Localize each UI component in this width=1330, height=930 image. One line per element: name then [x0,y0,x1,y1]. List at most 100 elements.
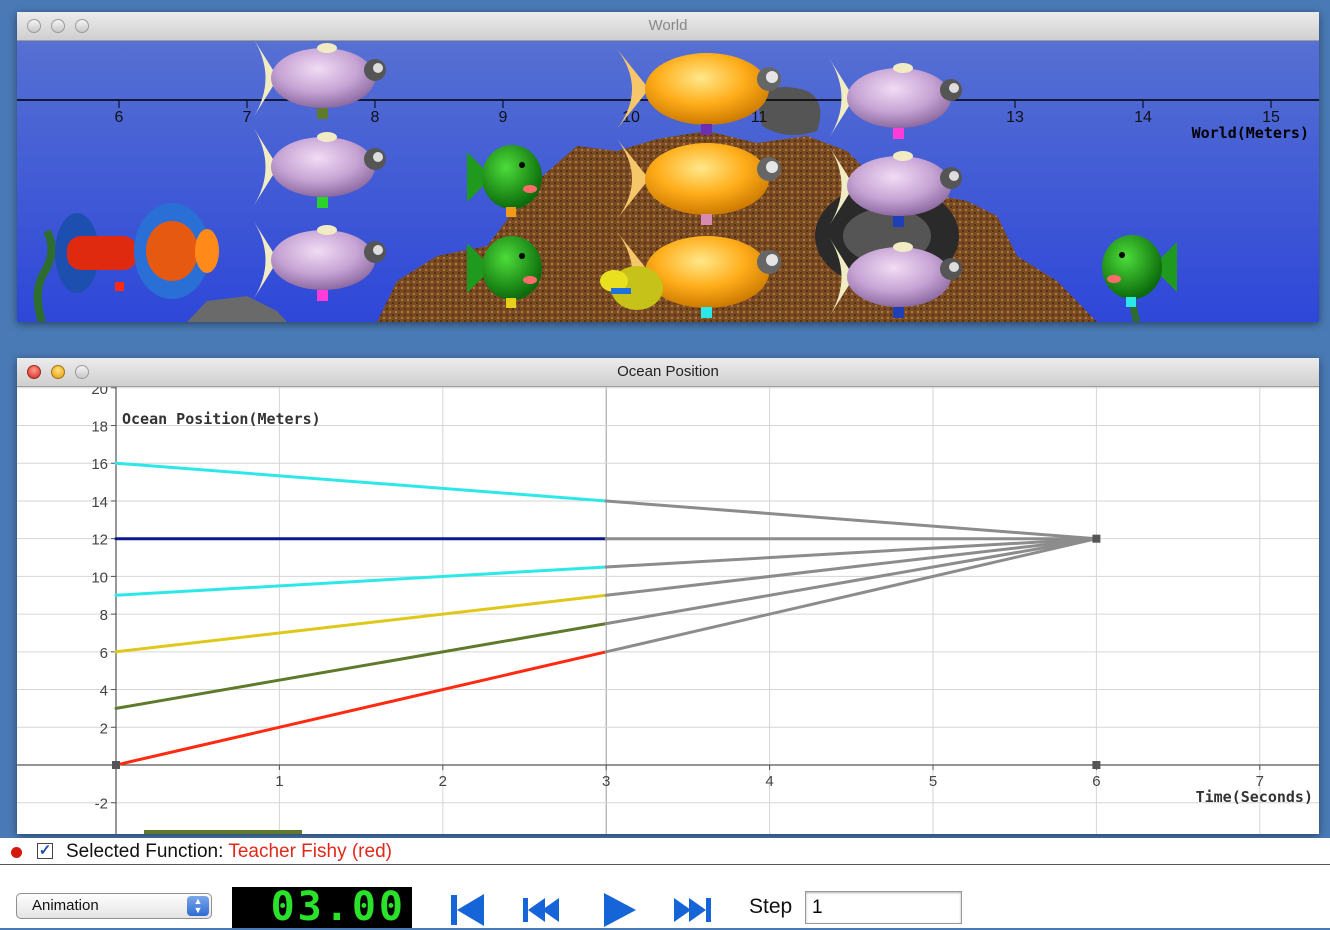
graph-markers [112,534,1101,769]
series-line [604,499,1098,541]
world-tick-label: 8 [371,109,380,126]
selected-function-checkbox[interactable]: ✓ [37,842,53,859]
series-line [604,537,1098,654]
world-tick-label: 9 [499,109,508,126]
series-line [604,537,1098,569]
step-back-icon [523,898,528,922]
step-input[interactable] [805,891,962,924]
world-window: World [17,12,1319,322]
world-axis-label: World(Meters) [1192,124,1309,142]
purple-fish[interactable] [829,237,962,318]
world-title: World [648,17,688,34]
fish-group [253,41,1177,318]
purple-fish[interactable] [829,58,962,139]
reset-to-start-button[interactable] [444,889,490,929]
graph-lines [114,461,1098,767]
close-button[interactable] [27,19,41,33]
y-tick-label: 20 [91,387,108,398]
submarine-marker [115,282,124,291]
x-tick-label: 1 [275,773,283,790]
fish-marker [893,128,904,139]
purple-fish[interactable] [253,220,386,301]
zoom-button[interactable] [75,19,89,33]
x-tick-label: 2 [439,773,447,790]
popup-arrows-icon: ▲ ▼ [187,896,209,916]
x-tick-label: 5 [929,773,937,790]
series-line [114,622,608,710]
minimize-button[interactable] [51,19,65,33]
y-tick-label: 4 [100,683,108,700]
orange-fish[interactable] [617,139,781,225]
green-fish[interactable] [467,236,542,308]
status-bar: ✓ Selected Function: Teacher Fishy (red) [0,838,1330,865]
graph-axes [17,387,1319,834]
close-button[interactable] [27,365,41,379]
world-titlebar[interactable]: World [17,12,1319,41]
series-line [114,565,608,597]
play-button[interactable] [596,889,642,929]
purple-fish[interactable] [253,127,386,208]
fish-marker [701,214,712,225]
green-fish[interactable] [1102,235,1177,307]
graph-background [17,387,1319,834]
step-back-button[interactable] [518,889,564,929]
x-axis-label: Time(Seconds) [1196,788,1313,806]
fish-marker [893,307,904,318]
x-tick-label: 7 [1256,773,1264,790]
seaweed-left [33,229,56,322]
series-line [604,537,1098,597]
selected-color-dot [11,847,22,858]
world-tick-label: 14 [1134,109,1152,126]
world-scene[interactable]: 6789101112131415 World(Meters) [17,41,1319,322]
grey-rock [757,87,821,135]
submarine[interactable] [55,203,219,299]
data-marker[interactable] [1092,534,1101,543]
world-tick-label: 15 [1262,109,1280,126]
orange-fish[interactable] [617,49,781,135]
purple-fish[interactable] [253,41,386,119]
fish-marker [506,298,516,308]
y-tick-label: 14 [91,494,108,511]
purple-fish[interactable] [829,146,962,227]
selected-function-value: Teacher Fishy (red) [228,841,392,862]
play-icon [604,893,636,927]
fish-marker [1126,297,1136,307]
data-marker[interactable] [112,761,120,769]
rewind-start-icon [451,895,457,925]
series-line [114,593,608,654]
y-tick-label: 8 [100,607,108,624]
mode-popup[interactable]: Animation ▲ ▼ [16,893,212,919]
scrollbar-hint [144,830,302,834]
series-line [114,461,608,503]
fish-marker [317,108,328,119]
selected-function-label: Selected Function: [66,841,229,862]
step-label: Step [749,895,793,918]
y-tick-label: 18 [91,419,108,436]
x-tick-label: 6 [1092,773,1100,790]
yellow-snail[interactable] [600,266,663,310]
zoom-button[interactable] [75,365,89,379]
ocean-title: Ocean Position [617,363,719,380]
fish-marker [506,207,516,217]
fish-marker [701,307,712,318]
data-marker[interactable] [1092,761,1101,769]
ocean-titlebar[interactable]: Ocean Position [17,358,1319,387]
world-tick-label: 11 [751,109,768,126]
y-tick-label: 10 [91,569,108,586]
control-bar: Animation ▲ ▼ 03.00 Step [0,865,1330,928]
minimize-button[interactable] [51,365,65,379]
world-tick-label: 7 [243,109,252,126]
step-forward-icon [674,898,691,922]
fish-marker [701,124,712,135]
fish-marker [317,290,328,301]
world-tick-label: 13 [1006,109,1024,126]
fish-marker [317,197,328,208]
green-fish[interactable] [467,145,542,217]
y-tick-label: 6 [100,645,108,662]
y-tick-label: 16 [91,456,108,473]
ocean-position-window: Ocean Position -2 2 4 6 8 10 12 14 16 18 20 1 2 3 4 5 6 7… [17,358,1319,834]
step-forward-button[interactable] [670,889,716,929]
y-tick-label: -2 [95,796,108,813]
